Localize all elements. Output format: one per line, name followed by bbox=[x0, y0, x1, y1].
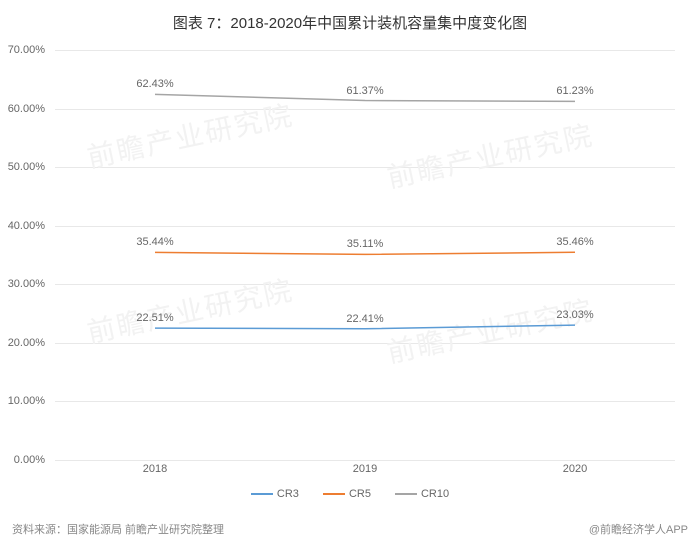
legend-swatch bbox=[323, 493, 345, 495]
data-label: 35.44% bbox=[136, 236, 173, 248]
chart-title: 图表 7：2018-2020年中国累计装机容量集中度变化图 bbox=[0, 0, 700, 33]
x-tick-label: 2018 bbox=[143, 463, 167, 475]
grid-line bbox=[55, 460, 675, 461]
series-line-CR5 bbox=[155, 252, 575, 254]
series-line-CR3 bbox=[155, 325, 575, 329]
legend-label: CR10 bbox=[421, 488, 449, 500]
app-credit: @前瞻经济学人APP bbox=[589, 521, 688, 537]
data-label: 35.11% bbox=[347, 238, 384, 250]
data-label: 35.46% bbox=[556, 236, 593, 248]
y-tick-label: 60.00% bbox=[8, 103, 45, 115]
legend-label: CR3 bbox=[277, 488, 299, 500]
y-tick-label: 30.00% bbox=[8, 278, 45, 290]
y-tick-label: 20.00% bbox=[8, 337, 45, 349]
data-label: 61.37% bbox=[346, 85, 383, 97]
y-tick-label: 70.00% bbox=[8, 44, 45, 56]
legend-swatch bbox=[395, 493, 417, 495]
source-value: 国家能源局 前瞻产业研究院整理 bbox=[67, 524, 224, 536]
plot-area: 前瞻产业研究院 前瞻产业研究院 前瞻产业研究院 前瞻产业研究院 22.51%22… bbox=[55, 50, 675, 460]
data-label: 61.23% bbox=[556, 85, 593, 97]
chart-svg bbox=[55, 50, 675, 460]
x-tick-label: 2020 bbox=[563, 463, 587, 475]
legend-label: CR5 bbox=[349, 488, 371, 500]
legend-item-CR10: CR10 bbox=[395, 488, 449, 500]
y-tick-label: 40.00% bbox=[8, 220, 45, 232]
y-tick-label: 10.00% bbox=[8, 395, 45, 407]
x-tick-label: 2019 bbox=[353, 463, 377, 475]
data-label: 22.41% bbox=[346, 313, 383, 325]
data-label: 22.51% bbox=[136, 312, 173, 324]
legend-item-CR5: CR5 bbox=[323, 488, 371, 500]
legend-swatch bbox=[251, 493, 273, 495]
y-tick-label: 50.00% bbox=[8, 161, 45, 173]
y-axis: 0.00%10.00%20.00%30.00%40.00%50.00%60.00… bbox=[0, 50, 50, 460]
source-text: 资料来源：国家能源局 前瞻产业研究院整理 bbox=[12, 521, 224, 537]
source-prefix: 资料来源： bbox=[12, 524, 67, 536]
legend: CR3 CR5 CR10 bbox=[0, 488, 700, 500]
legend-item-CR3: CR3 bbox=[251, 488, 299, 500]
x-axis: 2018 2019 2020 bbox=[55, 463, 675, 483]
chart-container: 图表 7：2018-2020年中国累计装机容量集中度变化图 0.00% 10.00… bbox=[0, 0, 700, 547]
data-label: 62.43% bbox=[136, 78, 173, 90]
data-label: 23.03% bbox=[556, 309, 593, 321]
y-tick-label: 0.00% bbox=[14, 454, 45, 466]
